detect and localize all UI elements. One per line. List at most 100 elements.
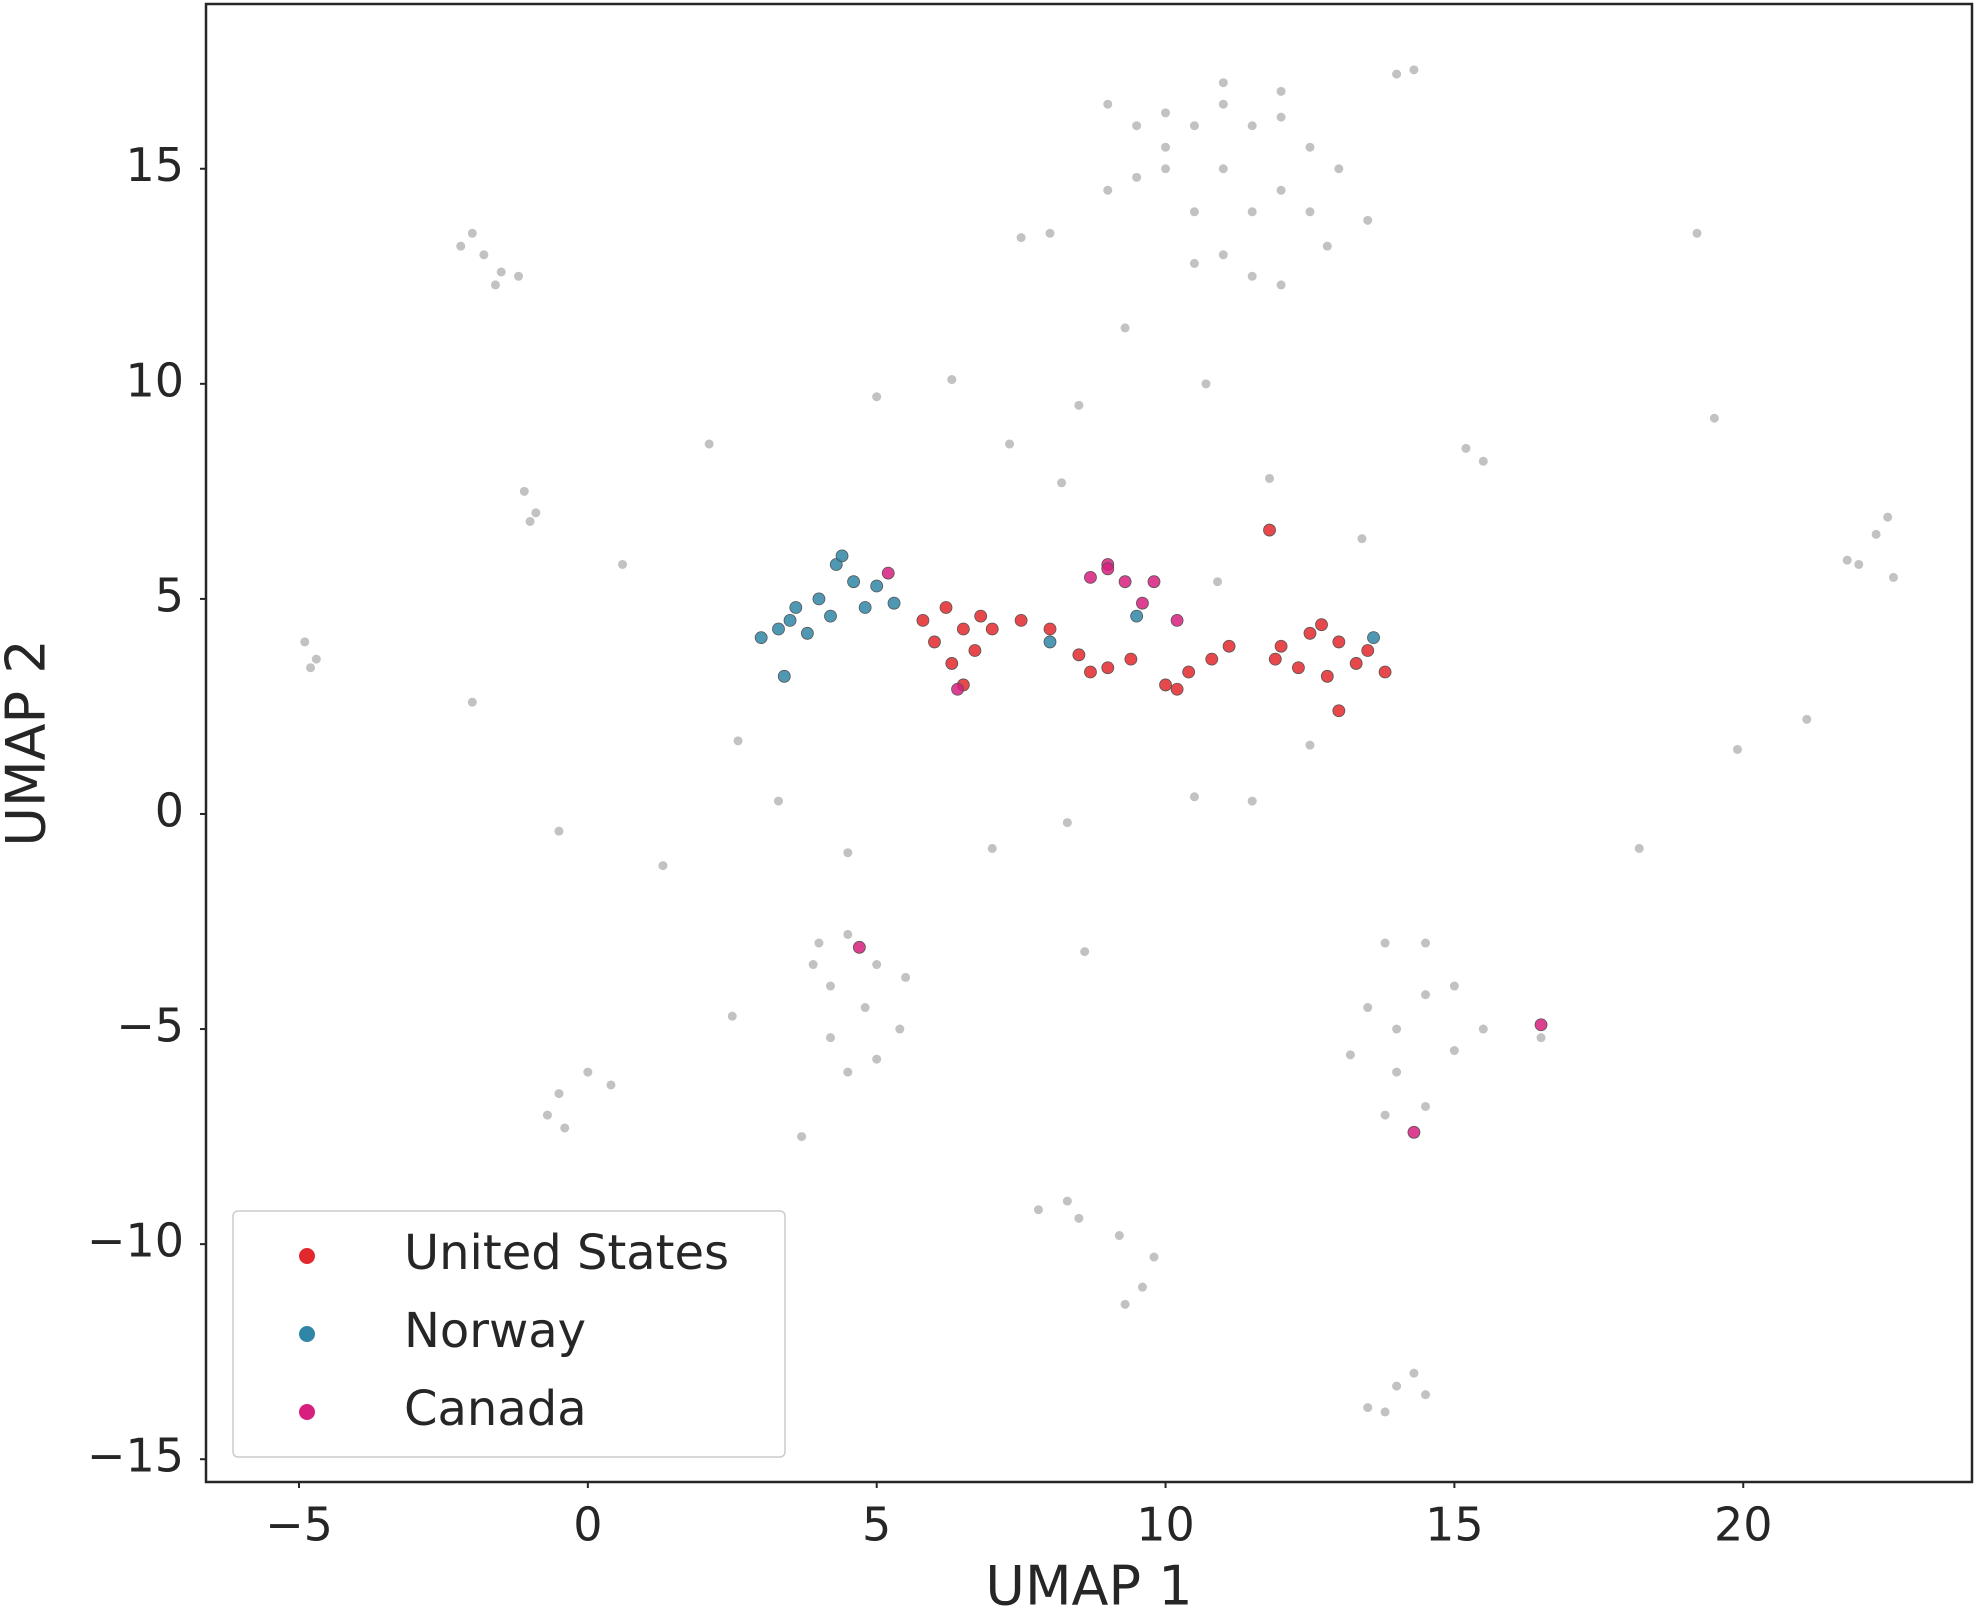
background-point [554, 826, 564, 836]
data-point [1303, 626, 1317, 640]
background-point [1334, 164, 1344, 174]
background-point [1478, 456, 1488, 466]
background-point [1189, 258, 1199, 268]
background-point [1132, 121, 1142, 131]
background-point [1161, 164, 1171, 174]
data-point [1170, 682, 1184, 696]
background-point [1120, 323, 1130, 333]
background-point [1201, 379, 1211, 389]
data-point [1124, 652, 1138, 666]
data-point [951, 682, 964, 696]
legend-marker [299, 1248, 315, 1264]
background-point [1213, 577, 1223, 587]
data-point [1222, 639, 1236, 653]
background-point [1305, 207, 1315, 217]
background-point [606, 1080, 616, 1090]
background-point [618, 559, 628, 569]
background-point [1363, 1003, 1373, 1013]
legend-box [232, 1210, 786, 1458]
background-point [704, 439, 714, 449]
data-point [1072, 648, 1086, 662]
background-point [1478, 1024, 1488, 1034]
data-point [956, 622, 970, 636]
background-point [1392, 69, 1402, 79]
background-point [1247, 121, 1257, 131]
background-point [1802, 714, 1812, 724]
data-point [789, 601, 803, 614]
background-point [733, 736, 743, 746]
background-point [1276, 86, 1286, 96]
data-point [1332, 635, 1346, 649]
background-point [727, 1011, 737, 1021]
data-point [1118, 575, 1132, 589]
background-point [554, 1089, 564, 1099]
data-point [1101, 562, 1115, 576]
data-point [783, 614, 797, 627]
background-point [1883, 512, 1893, 522]
data-point [1320, 669, 1334, 683]
background-point [1074, 1213, 1084, 1223]
data-point [1263, 523, 1276, 537]
background-point [895, 1024, 905, 1034]
background-point [1189, 207, 1199, 217]
x-tick-label: 0 [573, 1498, 602, 1552]
y-tick-label: 5 [155, 568, 184, 622]
data-point [835, 549, 849, 563]
background-point [1732, 744, 1742, 754]
background-point [658, 861, 668, 871]
data-point [754, 631, 768, 645]
background-point [1692, 228, 1702, 238]
data-point [1014, 614, 1028, 627]
data-point [968, 644, 982, 657]
data-point [881, 566, 895, 580]
background-point [467, 697, 477, 707]
background-point [1120, 1299, 1130, 1309]
legend-label: Canada [404, 1381, 587, 1437]
background-point [987, 843, 997, 853]
background-point [1536, 1033, 1546, 1043]
x-tick-label: 20 [1714, 1498, 1773, 1552]
y-tick-label: −5 [116, 999, 184, 1053]
background-point [1421, 990, 1431, 1000]
background-point [825, 1033, 835, 1043]
data-point [887, 596, 901, 610]
data-point [916, 614, 930, 627]
data-point [1101, 661, 1115, 675]
background-point [542, 1110, 552, 1120]
background-point [1634, 843, 1644, 853]
background-point [872, 392, 882, 402]
background-point [1045, 228, 1055, 238]
background-point [1132, 172, 1142, 182]
background-point [901, 972, 911, 982]
background-point [843, 848, 853, 858]
background-point [560, 1123, 570, 1133]
background-point [860, 1003, 870, 1013]
background-point [1218, 250, 1228, 260]
data-point [1159, 678, 1172, 692]
background-point [583, 1067, 593, 1077]
background-point [1363, 1403, 1373, 1413]
background-point [1392, 1381, 1402, 1391]
data-point [1315, 618, 1328, 632]
y-tick-label: 0 [155, 783, 184, 837]
data-point [852, 940, 866, 954]
background-point [311, 654, 321, 664]
data-point [1043, 622, 1057, 636]
background-point [1080, 947, 1090, 957]
background-point [1276, 185, 1286, 195]
background-point [872, 960, 882, 970]
background-point [525, 516, 535, 526]
data-point [1147, 575, 1161, 589]
background-point [300, 637, 310, 647]
background-point [1247, 271, 1257, 281]
data-point [824, 609, 837, 623]
data-point [870, 579, 884, 593]
background-point [1322, 241, 1332, 251]
data-point [1182, 665, 1196, 679]
background-point [1276, 280, 1286, 290]
data-point [1378, 665, 1392, 679]
x-tick-label: 15 [1425, 1498, 1484, 1552]
data-point [1332, 704, 1346, 718]
y-tick-label: 15 [125, 138, 184, 192]
